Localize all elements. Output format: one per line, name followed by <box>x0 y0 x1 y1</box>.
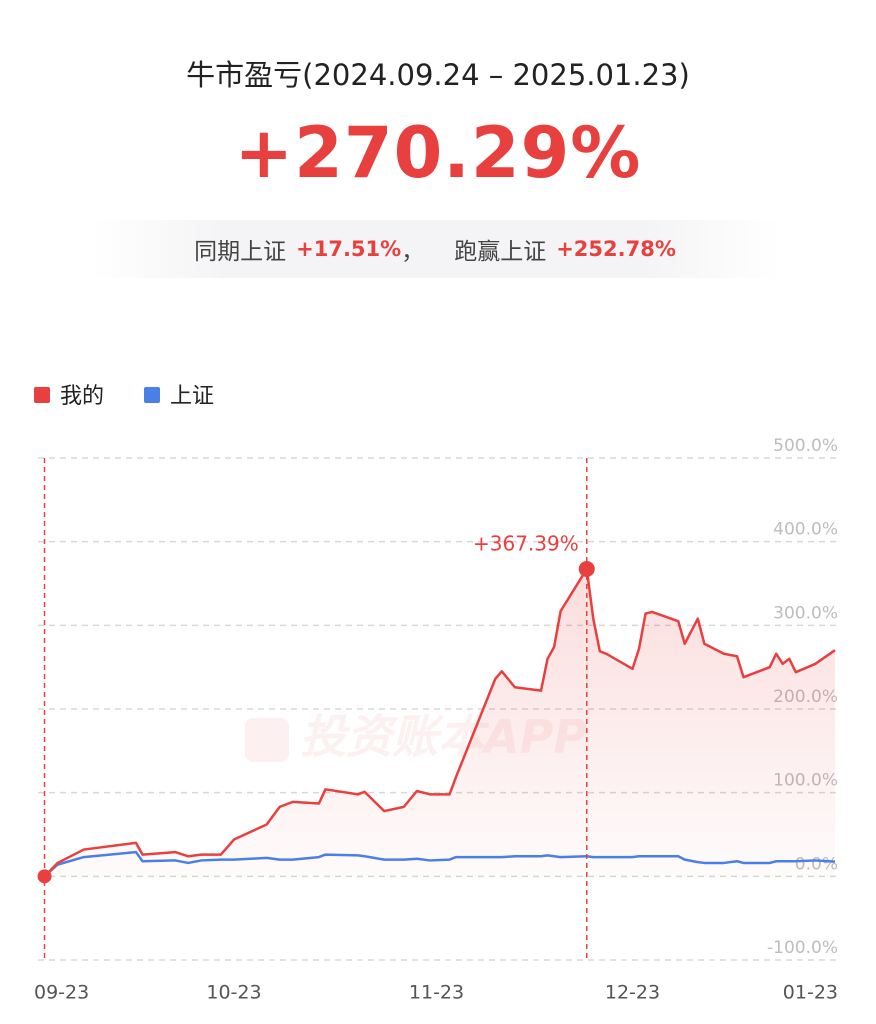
area-fill <box>44 568 836 877</box>
summary-label: 同期上证 <box>194 239 287 265</box>
x-tick-label: 12-23 <box>605 982 660 1004</box>
watermark-icon <box>245 718 289 762</box>
peak-label: +367.39% <box>473 531 579 555</box>
legend-swatch <box>144 387 160 403</box>
title: 牛市盈亏(2024.09.24 – 2025.01.23) <box>186 58 690 92</box>
series-line <box>43 567 836 878</box>
x-tick-label: 10-23 <box>206 982 261 1004</box>
y-tick-label: 500.0% <box>773 436 838 456</box>
y-tick-label: 300.0% <box>773 603 838 623</box>
summary-value: +252.78% <box>556 237 676 261</box>
separator: ， <box>401 239 425 265</box>
total-return: +270.29% <box>234 112 642 194</box>
x-tick-label: 11-23 <box>409 982 464 1004</box>
summary-label: 跑赢上证 <box>454 239 547 265</box>
series-line <box>43 850 836 878</box>
y-tick-label: -100.0% <box>767 938 838 958</box>
summary-value: +17.51% <box>296 237 402 261</box>
peak-dot <box>578 560 595 577</box>
x-tick-label: 09-23 <box>34 982 89 1004</box>
summary: 同期上证 +17.51% ， 跑赢上证 +252.78% <box>90 220 780 278</box>
legend-label: 上证 <box>170 384 214 409</box>
start-dot <box>37 869 52 884</box>
y-tick-label: 400.0% <box>773 520 838 540</box>
legend-swatch <box>34 387 50 403</box>
legend-label: 我的 <box>60 384 104 409</box>
x-tick-label: 01-23 <box>783 982 838 1004</box>
